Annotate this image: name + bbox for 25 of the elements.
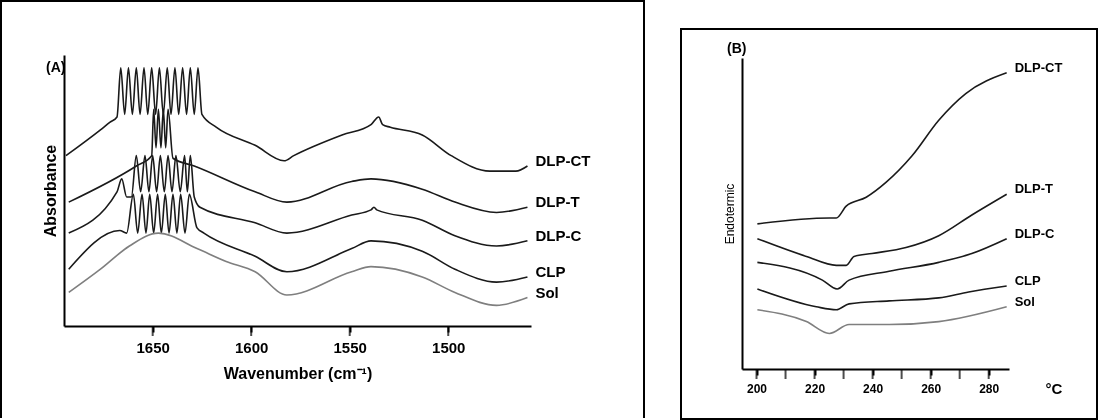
x-tick-label: 1550 [333,338,367,356]
series-label: Sol [1014,293,1035,309]
x-tick-label: 1600 [235,338,269,356]
chart-title: (A) [46,59,66,75]
x-tick-label: 200 [747,381,768,396]
series-label: DLP-C [535,226,582,244]
series-label: DLP-C [1014,225,1056,241]
series-label: CLP [1014,273,1042,289]
series-label: DLP-CT [535,151,591,169]
x-tick-label: 1650 [136,338,170,356]
x-tick-label: 240 [863,381,884,396]
series-label: CLP [535,262,566,280]
x-axis-title: Wavenumber (cm⁻¹) [223,364,373,382]
x-tick-label: 1500 [432,338,466,356]
y-axis-title: Endotermic [722,183,737,245]
x-tick-label: 220 [805,381,826,396]
y-axis-title: Absorbance [41,144,59,238]
series-label: DLP-T [1014,181,1054,197]
chart-title: (B) [727,40,747,56]
series-label: DLP-CT [1014,59,1063,75]
series-label: Sol [535,283,559,301]
x-axis-title: °C [1045,379,1063,397]
x-tick-label: 280 [979,381,1000,396]
series-label: DLP-T [535,193,580,211]
x-tick-label: 260 [921,381,942,396]
